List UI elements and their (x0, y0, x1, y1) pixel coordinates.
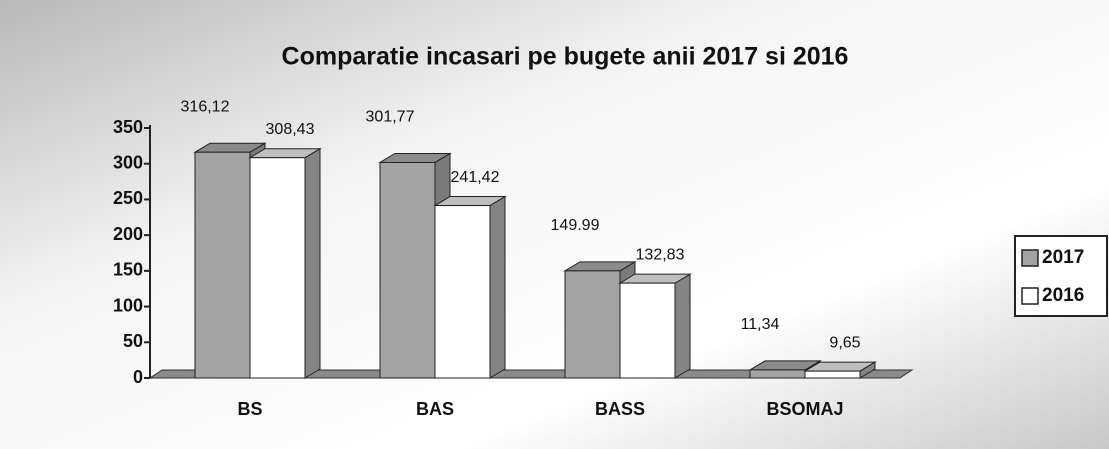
bar (194, 151, 251, 379)
value-label: 9,65 (829, 334, 860, 351)
value-label: 132,83 (636, 246, 685, 263)
value-label: 308,43 (266, 121, 315, 138)
y-tick-label: 50 (123, 331, 143, 351)
y-tick-label: 250 (113, 188, 143, 208)
bar-side (489, 195, 506, 379)
bar (804, 370, 861, 379)
y-tick-label: 200 (113, 224, 143, 244)
legend-swatch (1021, 249, 1039, 267)
x-tick-label: BASS (595, 399, 645, 419)
bar (749, 369, 806, 379)
value-label: 149.99 (551, 217, 600, 234)
x-tick-label: BSOMAJ (766, 399, 843, 419)
bar-side (674, 273, 691, 379)
bar (619, 282, 676, 379)
x-tick-label: BS (237, 399, 262, 419)
y-tick-label: 350 (113, 117, 143, 137)
bar (249, 157, 306, 379)
value-label: 301,77 (366, 109, 415, 126)
value-label: 316,12 (181, 98, 230, 115)
chart-title: Comparatie incasari pe bugete anii 2017 … (282, 43, 849, 71)
bar (564, 270, 621, 379)
legend-label: 2016 (1042, 285, 1084, 306)
value-label: 11,34 (741, 316, 780, 333)
bar (379, 161, 436, 379)
value-label: 241,42 (451, 169, 500, 186)
legend-label: 2017 (1042, 247, 1084, 268)
y-tick-label: 300 (113, 152, 143, 172)
bar (434, 205, 491, 379)
y-tick-label: 100 (113, 295, 143, 315)
bar-side (304, 147, 321, 379)
x-tick-label: BAS (416, 399, 454, 419)
y-tick-label: 0 (133, 367, 143, 387)
y-tick-label: 150 (113, 260, 143, 280)
legend-swatch (1021, 287, 1039, 305)
